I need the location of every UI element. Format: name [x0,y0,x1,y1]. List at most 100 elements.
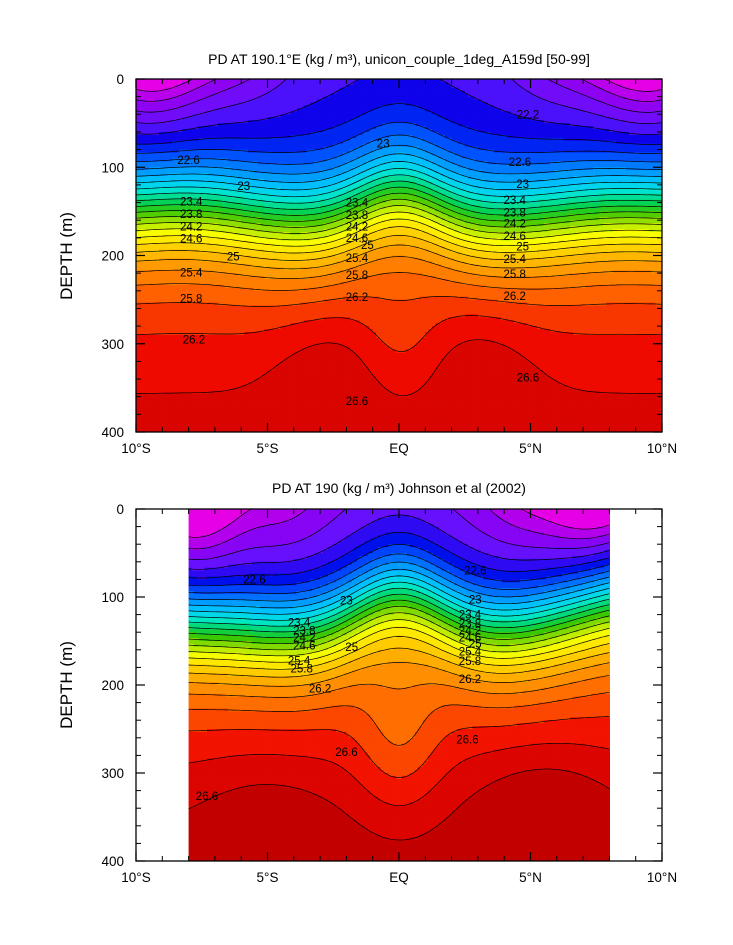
contour-line [188,593,610,633]
contour-label: 23.4 [504,195,527,207]
contour-label: 23.4 [346,198,369,210]
contour-label: 25.8 [291,663,313,675]
y-tick-label: 300 [101,337,124,352]
contour-line [188,612,610,651]
contour-label: 26.2 [346,292,368,304]
y-tick-label: 100 [101,160,124,175]
y-tick-label: 0 [116,502,124,517]
contour-label: 25.4 [346,253,369,265]
contour-label: 22.6 [177,155,199,167]
contour-line [136,144,662,175]
chart-1-ticks: 10°S 5°S EQ 5°N 10°N 0 100 200 300 400 [101,72,677,456]
contour-line [188,647,610,678]
contour-line [188,581,610,621]
y-tick-label: 200 [101,249,124,264]
contour-line [188,575,610,615]
contour-line [136,315,662,352]
contour-line [188,636,610,670]
contour-label: 24.2 [180,221,202,233]
contour-label: 25.8 [346,270,368,282]
contour-label: 23 [469,595,482,607]
x-tick-label: 5°S [257,441,279,456]
contour-label: 23.8 [504,207,526,219]
chart-2: PD AT 190 (kg / m³) Johnson et al (2002)… [57,480,677,885]
contour-label: 25.4 [504,254,527,266]
x-tick-label: 5°N [519,870,542,885]
contour-label: 25 [227,251,240,263]
contour-line [136,186,662,216]
contour-label: 24.2 [293,633,315,645]
contour-line [136,205,662,234]
contour-label: 25.8 [459,656,481,668]
contour-line [188,568,610,609]
contour-line [136,272,662,291]
contour-line [136,79,662,124]
contour-line [136,339,662,397]
x-tick-label: 10°S [121,441,150,456]
contour-line [188,553,610,594]
contour-line [136,296,662,307]
chart-1: PD AT 190.1°E (kg / m³), unicon_couple_1… [57,51,677,456]
contour-label: 25.8 [504,269,526,281]
contour-line [188,742,610,807]
contour-label: 25 [345,642,358,654]
contour-line [188,514,610,570]
contour-line [136,103,662,145]
contour-line [188,627,610,663]
contour-line [136,134,662,165]
contour-line [188,561,610,602]
contour-line [188,605,610,645]
contour-label: 23.4 [288,618,311,630]
contour-line [136,226,662,254]
chart-2-contour-labels: 22.622.623 2323.423.423.823.824.224.224.6… [196,566,487,803]
contour-label: 22.2 [517,109,539,121]
y-tick-label: 100 [101,590,124,605]
y-tick-label: 300 [101,766,124,781]
contour-line [136,174,662,204]
contour-line [136,153,662,183]
contour-line [136,192,662,222]
chart-1-y-axis-label: DEPTH (m) [57,212,76,300]
contour-label: 23.8 [459,618,481,630]
contour-label: 25 [361,240,374,252]
x-tick-label: 5°N [519,441,542,456]
x-tick-label: 10°N [647,441,677,456]
contour-label: 23.8 [346,210,368,222]
contour-line [188,768,610,841]
contour-label: 23.8 [180,209,202,221]
contour-line [136,79,662,135]
contour-line [188,662,610,687]
contour-label: 25.4 [288,655,311,667]
contour-label: 25.4 [180,267,203,279]
contour-label: 23.8 [293,625,315,637]
contour-line [188,509,610,550]
contour-line [188,599,610,639]
contour-label: 22.6 [243,574,265,586]
contour-label: 22.6 [509,157,531,169]
contour-label: 25.8 [180,294,202,306]
contour-label: 25 [469,639,482,651]
contour-line [188,531,610,579]
contour-label: 26.2 [309,684,331,696]
contour-line [136,167,662,198]
contour-line [136,180,662,210]
contour-line [188,509,610,560]
contour-label: 26.6 [456,735,478,747]
contour-label: 26.6 [346,396,368,408]
chart-2-contour-lines [188,509,610,841]
x-tick-label: EQ [389,870,409,885]
contour-line [188,716,610,778]
chart-2-y-axis-label: DEPTH (m) [57,641,76,729]
x-tick-label: 5°S [257,870,279,885]
contour-label: 24.6 [180,234,202,246]
contour-label: 24.6 [504,231,526,243]
contour-line [188,509,610,538]
contour-label: 24.6 [293,640,315,652]
contour-line [136,79,662,92]
x-tick-label: 10°S [121,870,150,885]
y-tick-label: 200 [101,678,124,693]
contour-line [188,587,610,627]
contour-label: 26.2 [183,334,205,346]
contour-line [136,244,662,270]
